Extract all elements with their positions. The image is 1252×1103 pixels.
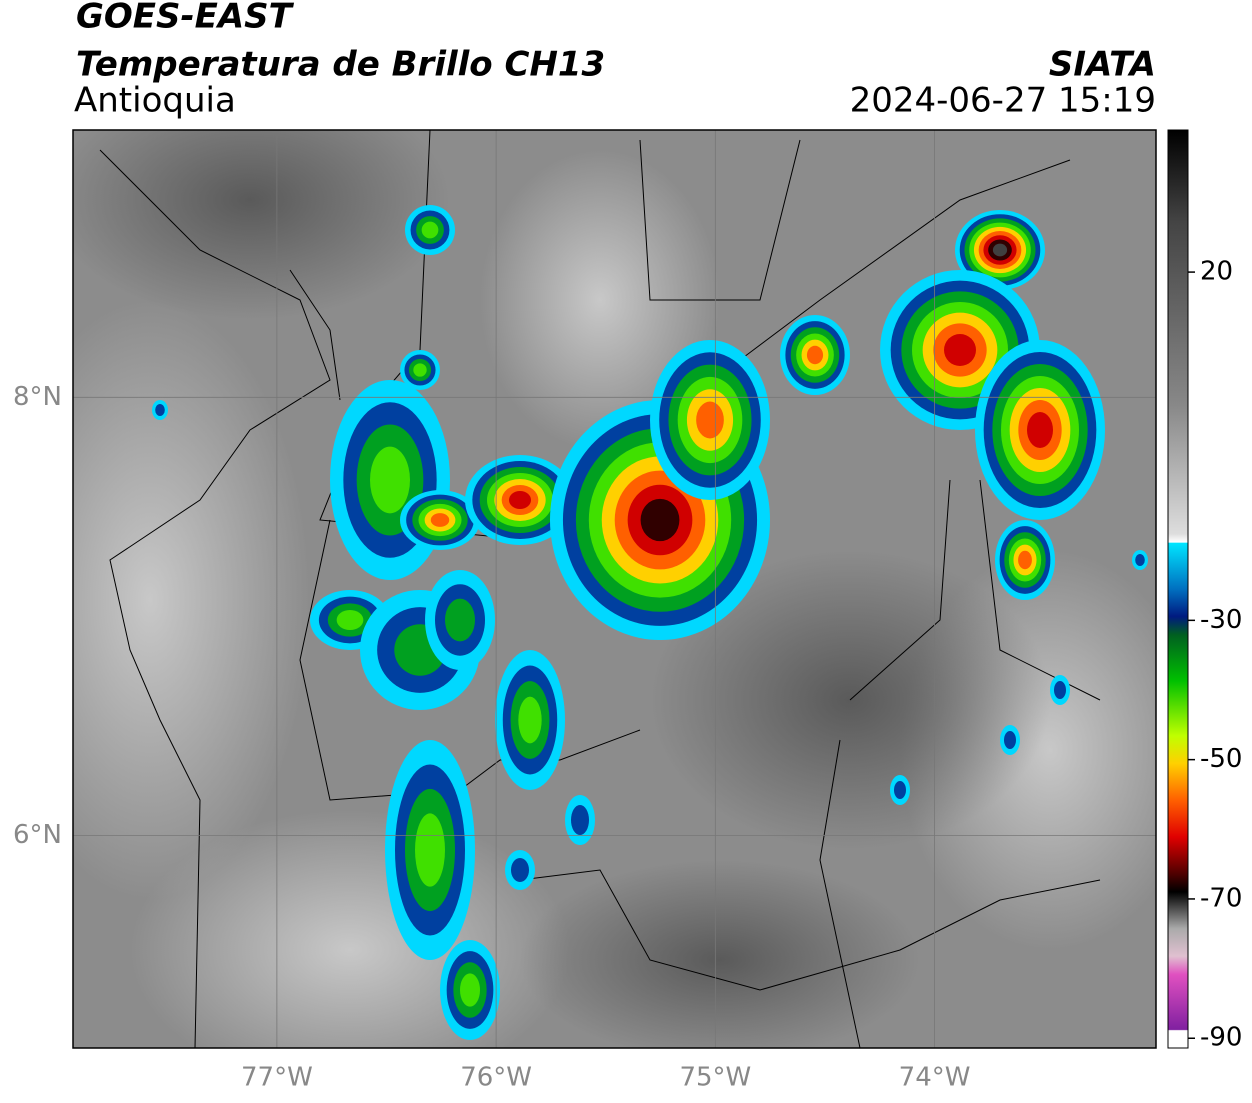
storm-layer <box>944 334 976 366</box>
cloud <box>480 150 720 450</box>
storm-layer <box>445 598 475 642</box>
region: Antioquia <box>74 81 236 121</box>
colorbar-tick-label: 20 <box>1200 257 1233 287</box>
storm-layer <box>806 345 824 365</box>
cloud <box>73 300 310 900</box>
datetime: 2024-06-27 15:19 <box>850 81 1156 121</box>
y-tick-label: 8°N <box>13 382 62 412</box>
storm-layer <box>640 498 680 542</box>
y-tick-label: 6°N <box>13 820 62 850</box>
x-tick-label: 76°W <box>460 1063 532 1093</box>
title: Temperatura de Brillo CH13 <box>76 45 605 85</box>
storm-layer <box>1135 554 1145 566</box>
storm-layer <box>413 363 427 377</box>
colorbar-tick-label: -90 <box>1200 1023 1242 1053</box>
storm-layer <box>509 491 531 509</box>
storm-layer <box>571 805 589 835</box>
x-tick-label: 77°W <box>241 1063 313 1093</box>
x-tick-label: 75°W <box>679 1063 751 1093</box>
storm-layer <box>460 973 480 1007</box>
source: SIATA <box>1049 45 1156 85</box>
storm-layer <box>415 813 445 887</box>
storm-layer <box>1018 550 1032 570</box>
storm-layer <box>421 221 439 239</box>
cloud <box>73 130 450 320</box>
storm-layer <box>696 401 724 439</box>
storm-layer <box>1054 681 1066 699</box>
storm-layer <box>430 513 450 527</box>
storm-layer <box>155 404 165 416</box>
colorbar <box>1167 129 1189 1049</box>
map-frame <box>72 129 1157 1049</box>
storm-layer <box>992 243 1008 257</box>
storm-layer <box>518 696 542 744</box>
storm-layer <box>1004 731 1016 749</box>
colorbar-tick-label: -70 <box>1200 883 1242 913</box>
cloud <box>520 860 920 1048</box>
x-tick-label: 74°W <box>899 1063 971 1093</box>
storm-layer <box>511 858 529 882</box>
storm-layer <box>370 446 410 514</box>
colorbar-tick-label: -30 <box>1200 605 1242 635</box>
map <box>73 130 1156 1048</box>
storm-layer <box>336 610 364 630</box>
storm-layer <box>894 781 906 799</box>
storm-layer <box>1027 412 1053 448</box>
satellite: GOES-EAST <box>76 0 295 37</box>
colorbar-tick-label: -50 <box>1200 744 1242 774</box>
